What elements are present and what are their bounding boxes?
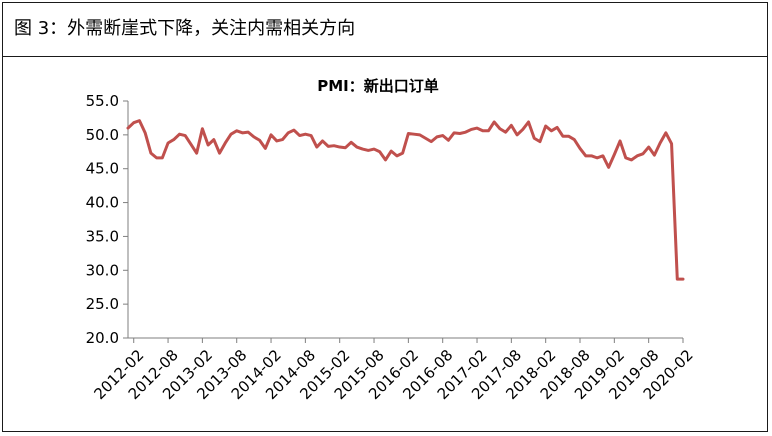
chart-title: PMI：新出口订单 [317, 77, 439, 95]
y-tick-label: 30.0 [86, 261, 119, 279]
y-tick-label: 50.0 [86, 126, 119, 144]
series-line [126, 119, 685, 281]
y-tick-label: 25.0 [86, 295, 119, 313]
y-tick-label: 20.0 [86, 329, 119, 347]
y-tick-label: 40.0 [86, 194, 119, 212]
axes [127, 101, 683, 339]
figure-caption: 图 3：外需断崖式下降，关注内需相关方向 [14, 18, 356, 39]
y-tick-label: 45.0 [86, 160, 119, 178]
y-tick-label: 35.0 [86, 227, 119, 245]
y-tick-label: 55.0 [86, 92, 119, 110]
y-axis-ticks: 20.0 25.0 30.0 35.0 40.0 45.0 50.0 55.0 [86, 92, 128, 347]
caption-bar: 图 3：外需断崖式下降，关注内需相关方向 [2, 2, 768, 57]
x-axis-ticks: 2012-022012-082013-022013-082014-022014-… [90, 338, 697, 403]
figure-frame [2, 2, 768, 432]
